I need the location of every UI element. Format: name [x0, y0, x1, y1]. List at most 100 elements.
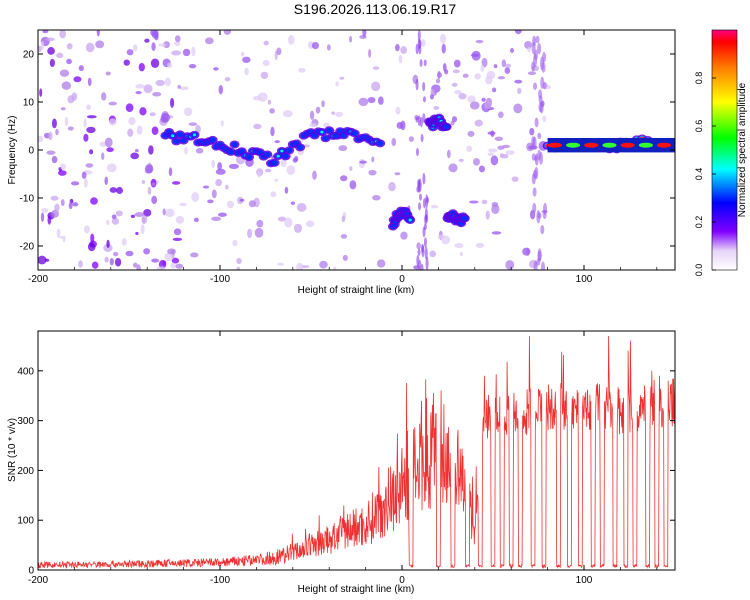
spectral-cell: [211, 189, 217, 199]
spectral-cell: [417, 248, 421, 256]
spectral-cell: [417, 30, 421, 42]
spectral-cell: [286, 165, 296, 175]
spectral-cell: [271, 160, 278, 166]
spectral-cell: [293, 223, 303, 234]
spectral-cell: [151, 182, 156, 186]
stable-line-peak: [620, 142, 635, 148]
spectral-cell: [451, 82, 458, 87]
spectral-cell: [195, 147, 204, 154]
spectral-cell: [533, 260, 538, 270]
spectral-cell: [105, 71, 111, 76]
spectral-cell: [422, 226, 426, 238]
spectral-cell: [101, 92, 107, 101]
spectral-cell: [125, 103, 134, 113]
spectral-cell: [473, 157, 480, 166]
spectral-cell: [211, 216, 222, 221]
spectral-cell: [108, 101, 118, 106]
spectral-cell: [132, 44, 138, 52]
spectral-cell: [485, 210, 490, 220]
spectral-cell: [239, 198, 245, 202]
spectral-cell: [60, 163, 66, 170]
colorbar: 0.0 0.2 0.4 0.6 0.8 Normalized spectral ampl…: [694, 29, 748, 276]
spectral-cell: [51, 118, 57, 129]
spectral-cell: [395, 106, 401, 115]
spectral-cell: [331, 111, 336, 115]
spectral-cell: [116, 186, 123, 195]
spectral-cell: [532, 136, 537, 150]
spectral-cell: [39, 88, 43, 97]
spectral-cell: [493, 64, 498, 69]
spectral-cell: [333, 266, 337, 270]
spectral-cell: [319, 260, 328, 269]
spectral-cell: [83, 225, 90, 234]
spectral-cell: [257, 171, 261, 178]
spectral-cell: [254, 227, 264, 238]
x-tick-label: 0: [399, 575, 405, 586]
spectral-cell: [532, 202, 537, 214]
spectral-cell: [156, 266, 166, 270]
spectral-cell: [400, 231, 408, 240]
spectral-cell: [86, 126, 96, 134]
spectral-cell: [435, 78, 441, 84]
spectral-cell: [514, 79, 523, 84]
spectral-cell: [487, 152, 494, 156]
spectral-cell: [151, 126, 159, 136]
spectral-cell: [218, 84, 224, 95]
spectral-cell: [55, 128, 59, 136]
spectral-cell: [176, 131, 184, 137]
spectral-cell: [284, 217, 293, 228]
spectral-cell: [263, 40, 269, 46]
spectral-cell: [160, 112, 170, 123]
spectral-cell: [298, 67, 306, 73]
spectral-cell: [240, 51, 245, 57]
spectral-cell: [132, 262, 138, 268]
stable-line-peak: [547, 142, 562, 148]
spectral-cell: [83, 133, 89, 142]
spectral-cell: [253, 95, 262, 101]
stable-line-peak: [566, 142, 581, 148]
spectral-cell: [423, 59, 427, 67]
spectral-cell: [135, 231, 139, 236]
spectral-cell: [511, 176, 519, 182]
spectral-cell: [191, 46, 196, 57]
spectral-cell: [135, 91, 142, 95]
spectral-cell: [531, 173, 536, 185]
spectral-cell: [505, 260, 515, 270]
spectral-cell: [244, 67, 249, 76]
spectral-cell: [423, 237, 427, 248]
spectral-cell: [494, 136, 504, 141]
spectral-cell: [419, 59, 423, 67]
spectral-cell: [349, 180, 357, 190]
spectral-cell: [112, 251, 119, 257]
spectral-cell: [173, 228, 182, 236]
spectral-cell: [45, 37, 55, 42]
stable-line-peak: [638, 142, 653, 148]
spectral-cell: [150, 30, 159, 37]
y-tick-label: 400: [17, 366, 34, 377]
spectral-cell: [56, 228, 61, 239]
spectral-cell: [441, 43, 446, 54]
spectral-cell: [532, 187, 537, 197]
spectral-cell: [538, 102, 543, 113]
y-tick-label: 10: [23, 98, 35, 109]
spectral-cell: [436, 72, 443, 78]
spectral-cell: [87, 242, 96, 252]
spectral-cell: [170, 262, 176, 269]
spectral-cell: [454, 90, 462, 95]
spectral-cell: [440, 33, 446, 44]
spectral-cell: [134, 148, 139, 153]
spectral-cell: [173, 138, 180, 144]
spectral-cell: [340, 175, 348, 182]
colorbar-tick-label: 0.2: [694, 216, 704, 229]
spectral-cell: [83, 177, 88, 188]
spectral-cell: [501, 154, 509, 159]
colorbar-tick-label: 0.4: [694, 168, 704, 181]
spectral-cell: [167, 62, 173, 69]
spectral-cell: [284, 186, 289, 194]
spectral-cell: [60, 107, 66, 111]
spectral-cell: [341, 215, 346, 223]
spectral-cell: [418, 259, 422, 270]
spectral-cell: [40, 212, 45, 223]
spectral-cell: [372, 195, 381, 201]
